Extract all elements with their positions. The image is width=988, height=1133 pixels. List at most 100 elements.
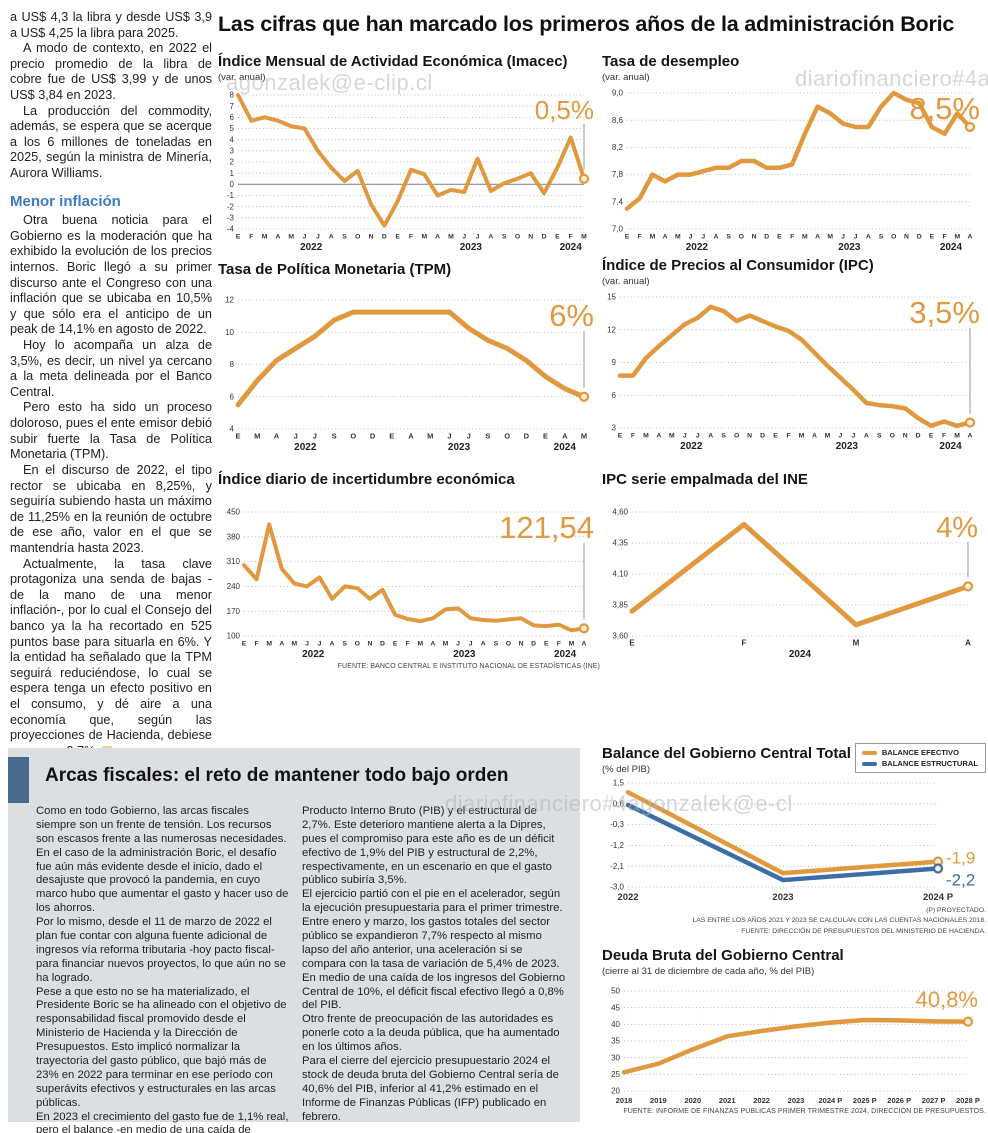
- svg-text:2019: 2019: [650, 1096, 667, 1105]
- svg-text:D: D: [917, 233, 922, 240]
- svg-text:450: 450: [227, 507, 241, 516]
- svg-text:170: 170: [227, 606, 241, 615]
- chart-title: Índice Mensual de Actividad Económica (I…: [218, 53, 568, 70]
- article-paragraph: La producción del commodity, además, se …: [10, 103, 212, 181]
- svg-text:F: F: [249, 233, 253, 240]
- chart-title: Tasa de desempleo: [602, 53, 740, 70]
- fiscal-paragraph: En medio de una caída de los ingresos de…: [302, 971, 566, 1012]
- svg-text:7,0: 7,0: [612, 224, 624, 233]
- svg-text:M: M: [254, 431, 260, 440]
- svg-text:9,0: 9,0: [612, 88, 624, 97]
- svg-text:J: J: [294, 431, 298, 440]
- svg-text:A: A: [275, 233, 280, 240]
- chart-subtitle: (var. anual): [602, 71, 650, 83]
- ipc-empalmada-line-chart: 4,60 4,35 4,10 3,85 3,60E F M A 2024 4%: [612, 507, 978, 659]
- svg-text:2018: 2018: [616, 1096, 633, 1105]
- svg-text:M: M: [669, 432, 675, 439]
- svg-text:E: E: [929, 432, 934, 439]
- svg-text:4,35: 4,35: [612, 538, 628, 547]
- section-title-bar: [8, 757, 29, 803]
- svg-text:J: J: [467, 431, 471, 440]
- svg-text:2023: 2023: [836, 441, 859, 452]
- svg-text:S: S: [721, 432, 726, 439]
- svg-text:F: F: [557, 640, 561, 647]
- svg-text:4%: 4%: [936, 512, 978, 544]
- svg-text:4: 4: [230, 135, 235, 144]
- svg-text:J: J: [318, 640, 322, 647]
- svg-text:25: 25: [611, 1069, 620, 1078]
- svg-text:J: J: [456, 640, 460, 647]
- legend-item-efectivo: BALANCE EFECTIVO: [861, 747, 978, 758]
- svg-text:30: 30: [611, 1053, 620, 1062]
- svg-text:O: O: [891, 233, 896, 240]
- svg-text:M: M: [799, 432, 805, 439]
- svg-text:O: O: [350, 431, 356, 440]
- svg-text:-1: -1: [227, 191, 235, 200]
- svg-text:2023: 2023: [460, 242, 483, 253]
- svg-text:2024 P: 2024 P: [923, 892, 954, 903]
- svg-text:E: E: [393, 640, 398, 647]
- svg-text:A: A: [562, 431, 568, 440]
- fiscal-paragraph: En 2023 el crecimiento del gasto fue de …: [36, 1110, 289, 1133]
- svg-text:0: 0: [230, 179, 235, 188]
- svg-text:S: S: [485, 431, 490, 440]
- svg-text:M: M: [569, 640, 575, 647]
- chart-legend: BALANCE EFECTIVO BALANCE ESTRUCTURAL: [854, 743, 986, 773]
- article-paragraph: A modo de contexto, en 2022 el precio pr…: [10, 41, 212, 103]
- svg-text:-3: -3: [227, 213, 235, 222]
- copper-inflation-article: a US$ 4,3 la libra y desde US$ 3,9 a US$…: [10, 10, 212, 759]
- chart-incertidumbre: Índice diario de incertidumbre económica…: [218, 471, 600, 669]
- svg-text:2023: 2023: [448, 442, 471, 453]
- svg-text:A: A: [408, 431, 414, 440]
- chart-title: IPC serie empalmada del INE: [602, 471, 808, 488]
- svg-text:4,10: 4,10: [612, 569, 628, 578]
- svg-text:N: N: [752, 233, 757, 240]
- svg-text:10: 10: [225, 327, 234, 336]
- svg-text:N: N: [369, 233, 374, 240]
- svg-text:2025 P: 2025 P: [853, 1096, 877, 1105]
- article-paragraph: Hoy lo acompaña un alza de 3,5%, es deci…: [10, 338, 212, 399]
- legend-swatch-estructural-icon: [861, 761, 877, 766]
- chart-title: Tasa de Política Monetaria (TPM): [218, 261, 452, 278]
- chart-notes: (P) PROYECTADO. LAS ENTRE LOS AÑOS 2021 …: [692, 906, 986, 935]
- svg-text:0,5%: 0,5%: [535, 95, 594, 125]
- svg-text:J: J: [303, 233, 307, 240]
- svg-text:S: S: [502, 233, 507, 240]
- svg-text:J: J: [696, 432, 700, 439]
- svg-text:S: S: [342, 233, 347, 240]
- fiscal-paragraph: Pese a que esto no se ha materializado, …: [36, 985, 287, 1109]
- svg-text:S: S: [342, 640, 347, 647]
- svg-text:A: A: [582, 640, 587, 647]
- svg-text:8: 8: [230, 90, 235, 99]
- svg-text:M: M: [292, 640, 298, 647]
- svg-text:3: 3: [612, 423, 617, 432]
- svg-text:E: E: [618, 432, 623, 439]
- svg-text:100: 100: [227, 631, 241, 640]
- page-title: Las cifras que han marcado los primeros …: [218, 12, 955, 36]
- chart-title: Deuda Bruta del Gobierno Central: [602, 947, 844, 964]
- article-paragraph: En el discurso de 2022, el tipo rector s…: [10, 462, 212, 555]
- svg-text:2024 P: 2024 P: [819, 1096, 843, 1105]
- chart-subtitle: (var. anual): [602, 275, 650, 287]
- article-paragraph: a US$ 4,3 la libra y desde US$ 3,9 a US$…: [10, 10, 212, 40]
- svg-text:A: A: [481, 640, 486, 647]
- svg-text:D: D: [531, 640, 536, 647]
- svg-text:M: M: [448, 233, 454, 240]
- svg-text:E: E: [236, 233, 241, 240]
- chart-title: Índice diario de incertidumbre económica: [218, 471, 515, 488]
- svg-text:J: J: [316, 233, 320, 240]
- svg-text:F: F: [786, 432, 790, 439]
- svg-text:A: A: [713, 233, 718, 240]
- chart-subtitle: (var. anual): [218, 71, 266, 83]
- fiscal-section: Arcas fiscales: el reto de mantener todo…: [8, 748, 580, 1133]
- article-paragraph: Pero esto ha sido un proceso doloroso, p…: [10, 400, 212, 462]
- svg-text:E: E: [930, 233, 935, 240]
- svg-text:7,4: 7,4: [612, 197, 624, 206]
- article-paragraph-text: Actualmente, la tasa clave protagoniza u…: [10, 556, 212, 758]
- fiscal-paragraph: Producto Interno Bruto (PIB) y el estruc…: [302, 805, 555, 887]
- svg-text:6: 6: [230, 112, 235, 121]
- svg-text:J: J: [838, 432, 842, 439]
- svg-text:A: A: [329, 233, 334, 240]
- svg-text:F: F: [406, 640, 410, 647]
